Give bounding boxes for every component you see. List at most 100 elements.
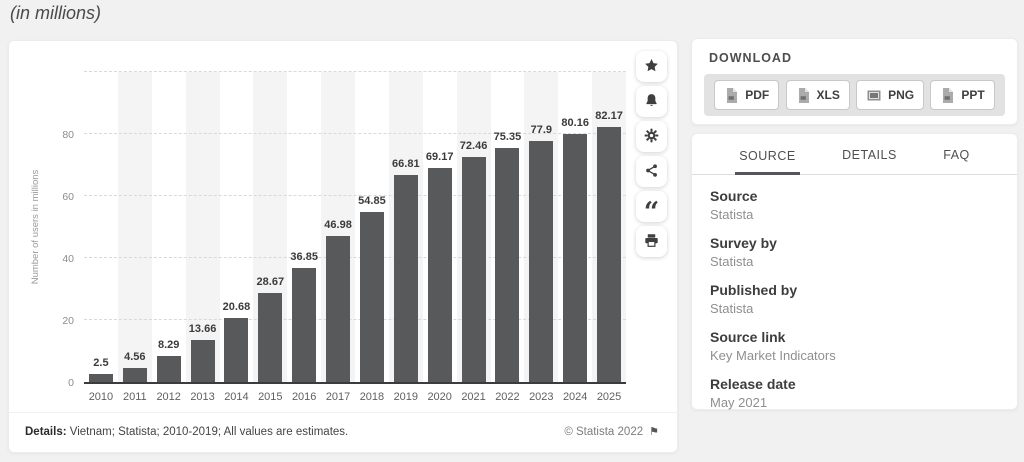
bar-2017 — [326, 236, 351, 382]
bar-2019 — [393, 174, 418, 382]
tab-source[interactable]: SOURCE — [735, 149, 800, 175]
download-pdf-button[interactable]: PDF — [714, 80, 780, 110]
download-button-label: PDF — [745, 88, 770, 102]
tab-details[interactable]: DETAILS — [842, 148, 897, 162]
field-value: Statista — [710, 207, 754, 222]
chart-plot: Number of users in millions 0 20 40 60 80 2.5… — [30, 71, 626, 403]
gridline — [84, 319, 626, 320]
bar-value-label: 80.16 — [561, 116, 589, 129]
x-tick-label: 2011 — [122, 391, 147, 403]
report-flag-icon[interactable]: ⚑ — [649, 426, 659, 438]
x-tick-label: 2023 — [529, 391, 554, 403]
source-field: Source link Key Market Indicators — [710, 329, 999, 363]
file-document-icon — [724, 87, 739, 103]
field-label: Release date — [710, 376, 796, 392]
copyright: © Statista 2022 ⚑ — [564, 425, 659, 439]
details-label: Details: — [25, 425, 67, 438]
download-title: DOWNLOAD — [709, 51, 792, 65]
bar-2025 — [597, 127, 622, 382]
bar-value-label: 82.17 — [595, 110, 623, 123]
download-button-label: PPT — [961, 88, 985, 102]
x-tick-label: 2025 — [596, 391, 622, 403]
bar-value-label: 13.66 — [188, 322, 217, 335]
y-axis-title: Number of users in millions — [30, 169, 41, 285]
bar-2011 — [122, 367, 147, 382]
file-document-icon — [940, 87, 955, 103]
bar-value-label: 46.98 — [324, 219, 352, 232]
x-tick-label: 2019 — [393, 391, 419, 403]
bar-2023 — [529, 140, 554, 382]
citation-button[interactable]: “ — [636, 191, 667, 226]
favorite-star-button[interactable] — [636, 51, 667, 82]
field-value: Statista — [710, 301, 754, 316]
source-field: Source Statista — [710, 188, 999, 222]
y-tick-label: 80 — [62, 129, 74, 141]
bar-2021 — [461, 157, 486, 382]
copyright-text: © Statista 2022 — [564, 425, 644, 438]
printer-icon — [644, 233, 659, 251]
share-icon — [644, 163, 659, 181]
field-value-link[interactable]: Key Market Indicators — [710, 348, 836, 363]
share-button[interactable] — [636, 156, 667, 187]
settings-gear-button[interactable] — [636, 121, 667, 152]
bell-icon — [644, 93, 659, 111]
chart-footer: Details: Vietnam; Statista; 2010-2019; A… — [9, 412, 677, 452]
x-tick-label: 2021 — [461, 391, 486, 403]
download-png-button[interactable]: PNG — [856, 80, 925, 110]
source-panel: SOURCE DETAILS FAQ Source Statista Survey by… — [691, 133, 1018, 410]
x-tick-label: 2020 — [427, 391, 452, 403]
chart-card: Number of users in millions 0 20 40 60 80 2.5… — [8, 40, 678, 453]
bar-value-label: 66.81 — [392, 157, 420, 170]
x-tick-label: 2012 — [156, 391, 181, 403]
bar-2012 — [156, 356, 181, 382]
details-text: Vietnam; Statista; 2010-2019; All values… — [66, 425, 349, 438]
bar-2015 — [258, 293, 283, 382]
x-tick-label: 2022 — [495, 391, 520, 403]
x-tick-label: 2015 — [258, 391, 283, 403]
source-field: Published by Statista — [710, 282, 999, 316]
download-xls-button[interactable]: XLS — [785, 80, 850, 110]
download-panel: DOWNLOAD PDF XLS PNG PPT — [691, 38, 1018, 125]
tab-faq[interactable]: FAQ — [943, 148, 970, 162]
bar-value-label: 54.85 — [358, 194, 386, 207]
bar-2014 — [224, 317, 249, 382]
bar-2022 — [495, 148, 520, 382]
y-tick-label: 40 — [62, 253, 74, 265]
bar-2020 — [427, 167, 452, 382]
print-button[interactable] — [636, 226, 667, 257]
y-tick-label: 0 — [68, 377, 74, 389]
source-field: Release date May 2021 — [710, 376, 999, 410]
image-file-icon — [866, 88, 882, 103]
bar-value-label: 2.5 — [93, 357, 109, 370]
bar-value-label: 77.9 — [530, 123, 553, 136]
field-value: Statista — [710, 254, 754, 269]
x-tick-label: 2013 — [190, 391, 215, 403]
bar-2018 — [359, 211, 384, 382]
source-tabs: SOURCE DETAILS FAQ — [692, 134, 1017, 175]
download-ppt-button[interactable]: PPT — [930, 80, 995, 110]
chart-subtitle: (in millions) — [10, 3, 102, 23]
file-document-icon — [796, 87, 811, 103]
bar-value-label: 28.67 — [256, 276, 285, 289]
alert-bell-button[interactable] — [636, 86, 667, 117]
chart-action-toolbar: “ — [636, 51, 667, 257]
gridline — [84, 133, 626, 134]
download-buttons: PDF XLS PNG PPT — [704, 74, 1005, 116]
y-tick-label: 60 — [62, 191, 74, 203]
download-button-label: XLS — [816, 88, 840, 102]
bar-2024 — [563, 133, 588, 382]
star-icon — [644, 58, 659, 76]
bar-value-label: 36.85 — [290, 250, 318, 263]
x-tick-label: 2017 — [325, 391, 351, 403]
field-value: May 2021 — [710, 395, 768, 410]
x-tick-label: 2024 — [562, 391, 588, 403]
field-label: Source — [710, 188, 758, 204]
bar-value-label: 69.17 — [425, 150, 454, 163]
bar-2013 — [190, 339, 215, 382]
y-tick-label: 20 — [62, 315, 74, 327]
bar-value-label: 75.35 — [493, 131, 522, 144]
bar-2010 — [88, 374, 113, 382]
bar-value-label: 72.46 — [459, 140, 488, 153]
bar-2016 — [292, 267, 317, 382]
